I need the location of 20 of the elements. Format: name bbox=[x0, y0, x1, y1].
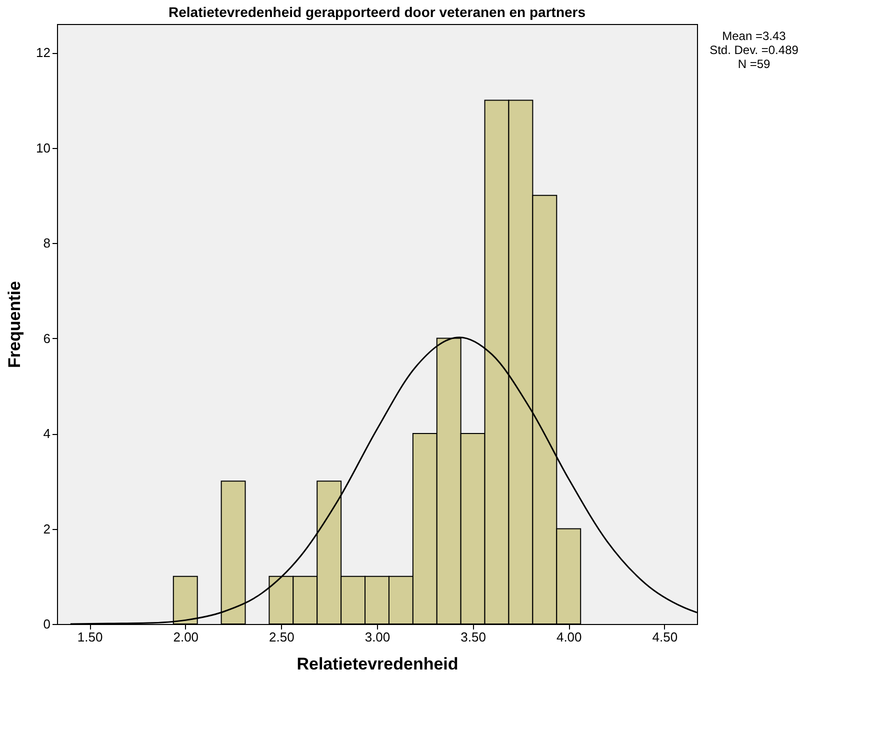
x-tick-label: 3.00 bbox=[364, 630, 390, 644]
x-axis-title: Relatietevredenheid bbox=[296, 654, 458, 674]
y-axis-title: Frequentie bbox=[5, 281, 24, 368]
y-tick-label: 6 bbox=[43, 330, 50, 346]
y-tick-label: 10 bbox=[36, 140, 50, 156]
y-tick-label: 12 bbox=[36, 45, 50, 60]
y-tick-label: 8 bbox=[43, 236, 50, 251]
x-tick-label: 1.50 bbox=[77, 630, 103, 644]
x-tick-label: 2.50 bbox=[269, 630, 294, 644]
y-tick-label: 0 bbox=[43, 616, 50, 632]
text: Std. Dev. =0.489 bbox=[710, 43, 799, 57]
x-tick-label: 4.50 bbox=[652, 630, 678, 644]
chart-title: Relatietevredenheid gerapporteerd door veteranen en partners bbox=[168, 4, 586, 20]
text: N =59 bbox=[738, 57, 770, 71]
x-tick-label: 2.00 bbox=[173, 630, 199, 644]
x-tick-label: 3.50 bbox=[460, 630, 486, 644]
text: Mean =3.43 bbox=[722, 29, 786, 43]
y-tick-label: 2 bbox=[43, 521, 50, 536]
y-tick-label: 4 bbox=[43, 426, 50, 442]
x-tick-label: 4.00 bbox=[556, 630, 582, 644]
